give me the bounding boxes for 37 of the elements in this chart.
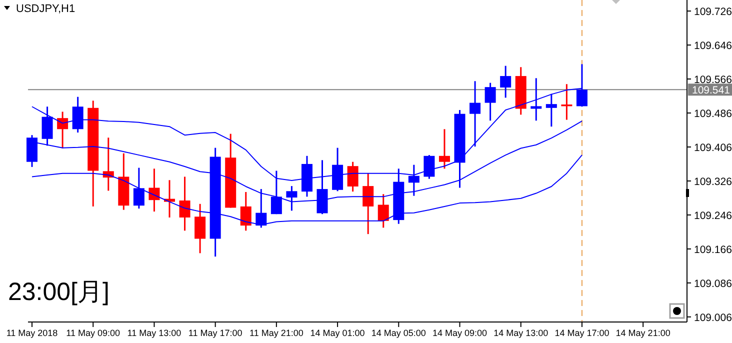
candlestick: [500, 65, 512, 98]
y-tick-label: 109.006: [694, 312, 732, 324]
y-tick-label: 109.086: [694, 278, 732, 290]
candlestick: [362, 172, 374, 235]
y-tick-label: 109.166: [694, 244, 732, 256]
y-tick-label: 109.646: [694, 40, 732, 52]
y-tick-label: 109.486: [694, 108, 732, 120]
x-tick-label: 14 May 17:00: [554, 328, 610, 338]
candlestick: [179, 176, 190, 232]
chart-title: USDJPY,H1: [16, 3, 76, 15]
x-tick-label: 14 May 21:00: [616, 328, 670, 338]
y-tick-label: 109.406: [694, 142, 732, 154]
y-tick-label: 109.326: [694, 176, 732, 188]
x-tick-label: 14 May 09:00: [432, 328, 488, 338]
x-tick-label: 11 May 17:00: [188, 328, 242, 338]
candlestick: [546, 93, 557, 128]
x-tick-label: 11 May 21:00: [249, 328, 304, 338]
ref-line-label: 109.541: [692, 84, 730, 97]
candlestick: [72, 96, 84, 134]
y-tick-label: 109.246: [694, 210, 732, 222]
y-tick-label: 109.566: [694, 74, 732, 86]
candlestick: [484, 82, 496, 122]
x-tick-label: 14 May 05:00: [371, 328, 426, 338]
candlestick: [240, 191, 252, 232]
candlestick: [133, 167, 144, 210]
x-tick-label: 14 May 01:00: [310, 328, 365, 338]
x-tick-label: 11 May 2018: [6, 328, 58, 338]
x-tick-label: 11 May 13:00: [127, 328, 182, 338]
candlestick: [438, 128, 450, 170]
x-tick-label: 11 May 09:00: [66, 328, 120, 338]
candlestick: [194, 203, 206, 254]
y-tick-label: 109.726: [694, 6, 732, 18]
candlestick: [347, 161, 358, 192]
candlestick: [57, 110, 68, 150]
x-tick-label: 14 May 13:00: [494, 328, 548, 338]
candlestick: [378, 193, 389, 228]
annotation: 23:00[月]: [8, 278, 110, 306]
